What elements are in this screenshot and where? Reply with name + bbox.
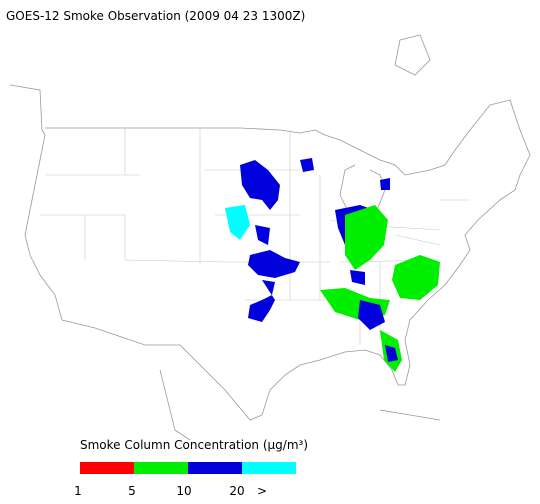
smoke-patch [345,205,388,270]
smoke-patch [248,280,275,322]
basemap [9,34,531,441]
smoke-patch [240,160,280,210]
smoke-patch [300,158,398,362]
colorbar-segment [134,462,188,474]
smoke-patch [392,255,440,300]
smoke-patch [248,225,300,278]
colorbar-tick-label: 5 [128,484,136,498]
map-title: GOES-12 Smoke Observation (2009 04 23 13… [6,9,305,23]
smoke-patch [350,270,385,330]
colorbar-tick-label: 1 [74,484,82,498]
colorbar-segment [80,462,134,474]
colorbar-tick-label: > [257,484,267,498]
smoke-patch [225,205,250,240]
legend-title: Smoke Column Concentration (μg/m³) [80,438,308,452]
colorbar-segment [188,462,242,474]
colorbar-segment [242,462,296,474]
smoke-overlay [225,158,440,372]
colorbar-tick-label: 20 [229,484,244,498]
colorbar-tick-label: 10 [176,484,191,498]
